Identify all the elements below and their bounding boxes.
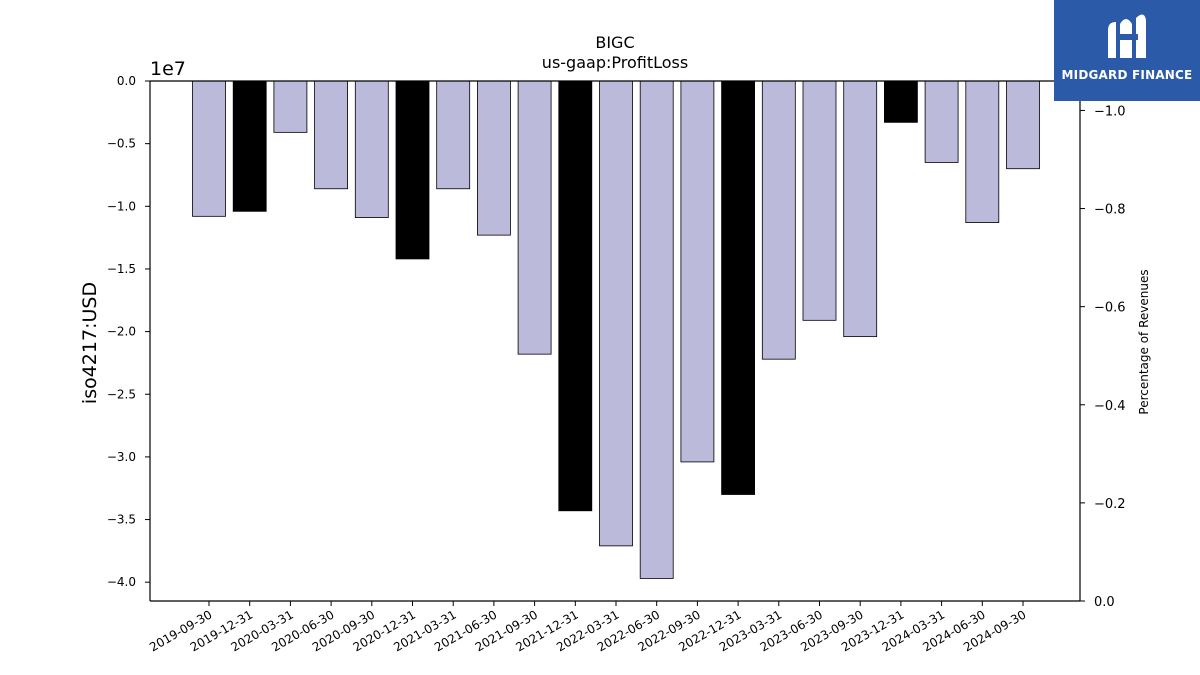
brand-logo: MIDGARD FINANCE	[1054, 0, 1200, 101]
y-tick-label: −1.0	[107, 199, 136, 213]
bar-2021-06-30	[476, 80, 511, 236]
y-tick-label: −4.0	[107, 575, 136, 589]
bar-2022-09-30	[680, 80, 715, 463]
bar-2020-09-30	[354, 80, 389, 218]
bar-2022-06-30	[639, 80, 674, 579]
bar-2023-03-31	[761, 80, 796, 360]
bar-2020-03-31	[273, 80, 308, 133]
y2-tick-label: −1.0	[1094, 104, 1126, 119]
y-tick-label: −0.5	[107, 137, 136, 151]
y2-tick-label: −0.6	[1094, 301, 1126, 316]
bar-2023-12-31	[884, 80, 918, 123]
bar-2024-09-30	[1006, 80, 1040, 170]
bar-2022-12-31	[721, 80, 755, 495]
chart-title: BIGC	[595, 33, 634, 52]
bars-layer	[192, 80, 1040, 579]
bar-2023-06-30	[802, 80, 837, 321]
bar-2024-03-31	[924, 80, 959, 163]
bar-2022-03-31	[599, 80, 633, 547]
y2-axis-label: Percentage of Revenues	[1137, 269, 1151, 414]
y-tick-label: −2.0	[107, 325, 136, 339]
bar-2020-06-30	[314, 80, 349, 190]
y-tick-label: −1.5	[107, 262, 136, 276]
bar-2023-09-30	[843, 80, 878, 338]
bar-2021-12-31	[558, 80, 593, 512]
y2-tick-label: −0.2	[1094, 497, 1126, 512]
bar-2019-09-30	[192, 80, 226, 217]
bar-2020-12-31	[395, 80, 430, 260]
y2-tick-label: −0.8	[1094, 203, 1126, 218]
y-tick-label: −3.5	[107, 513, 136, 527]
bar-2019-12-31	[232, 80, 267, 212]
midgard-logo-icon	[1108, 14, 1146, 59]
y2-tick-label: −0.4	[1094, 399, 1126, 414]
brand-logo-text: MIDGARD FINANCE	[1061, 68, 1193, 82]
left-ticks: 0.0 −0.5 −1.0 −1.5 −2.0 −2.5 −3.0 −3.5 −4.0	[107, 74, 150, 589]
y-tick-label: −3.0	[107, 450, 136, 464]
y2-tick-label: 0.0	[1094, 595, 1115, 610]
bar-2024-06-30	[965, 80, 1000, 223]
x-ticks: 2019-09-302019-12-312020-03-312020-06-30…	[147, 601, 1029, 654]
y-offset-label: 1e7	[150, 58, 186, 80]
y-tick-label: 0.0	[117, 74, 136, 88]
y-axis-label: iso4217:USD	[79, 282, 101, 404]
bar-2021-03-31	[436, 80, 471, 190]
right-ticks: 0.0 −0.2 −0.4 −0.6 −0.8 −1.0	[1080, 104, 1126, 610]
bar-2021-09-30	[517, 80, 552, 355]
chart-subtitle: us-gaap:ProfitLoss	[542, 53, 688, 72]
y-tick-label: −2.5	[107, 387, 136, 401]
